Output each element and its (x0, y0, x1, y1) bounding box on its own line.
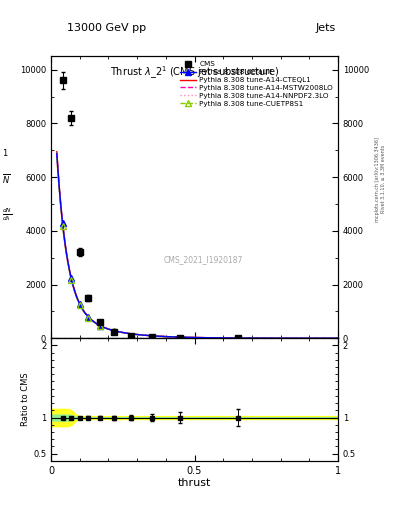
Text: mcplots.cern.ch [arXiv:1306.3436]: mcplots.cern.ch [arXiv:1306.3436] (375, 137, 380, 222)
Text: Jets: Jets (316, 23, 336, 33)
Text: $\frac{dN}{d\lambda}$: $\frac{dN}{d\lambda}$ (2, 207, 12, 223)
Text: 13000 GeV pp: 13000 GeV pp (66, 23, 146, 33)
Text: CMS_2021_I1920187: CMS_2021_I1920187 (163, 255, 243, 264)
Legend: CMS, Pythia 8.308 default, Pythia 8.308 tune-A14-CTEQL1, Pythia 8.308 tune-A14-M: CMS, Pythia 8.308 default, Pythia 8.308 … (179, 60, 334, 108)
X-axis label: thrust: thrust (178, 478, 211, 488)
Text: 1: 1 (2, 149, 7, 158)
Text: $\overline{N}$: $\overline{N}$ (2, 172, 10, 186)
Text: Rivet 3.1.10, ≥ 3.3M events: Rivet 3.1.10, ≥ 3.3M events (381, 145, 386, 214)
Y-axis label: Ratio to CMS: Ratio to CMS (21, 373, 30, 426)
Text: Thrust $\lambda\_2^1$ (CMS jet substructure): Thrust $\lambda\_2^1$ (CMS jet substruct… (110, 65, 279, 81)
